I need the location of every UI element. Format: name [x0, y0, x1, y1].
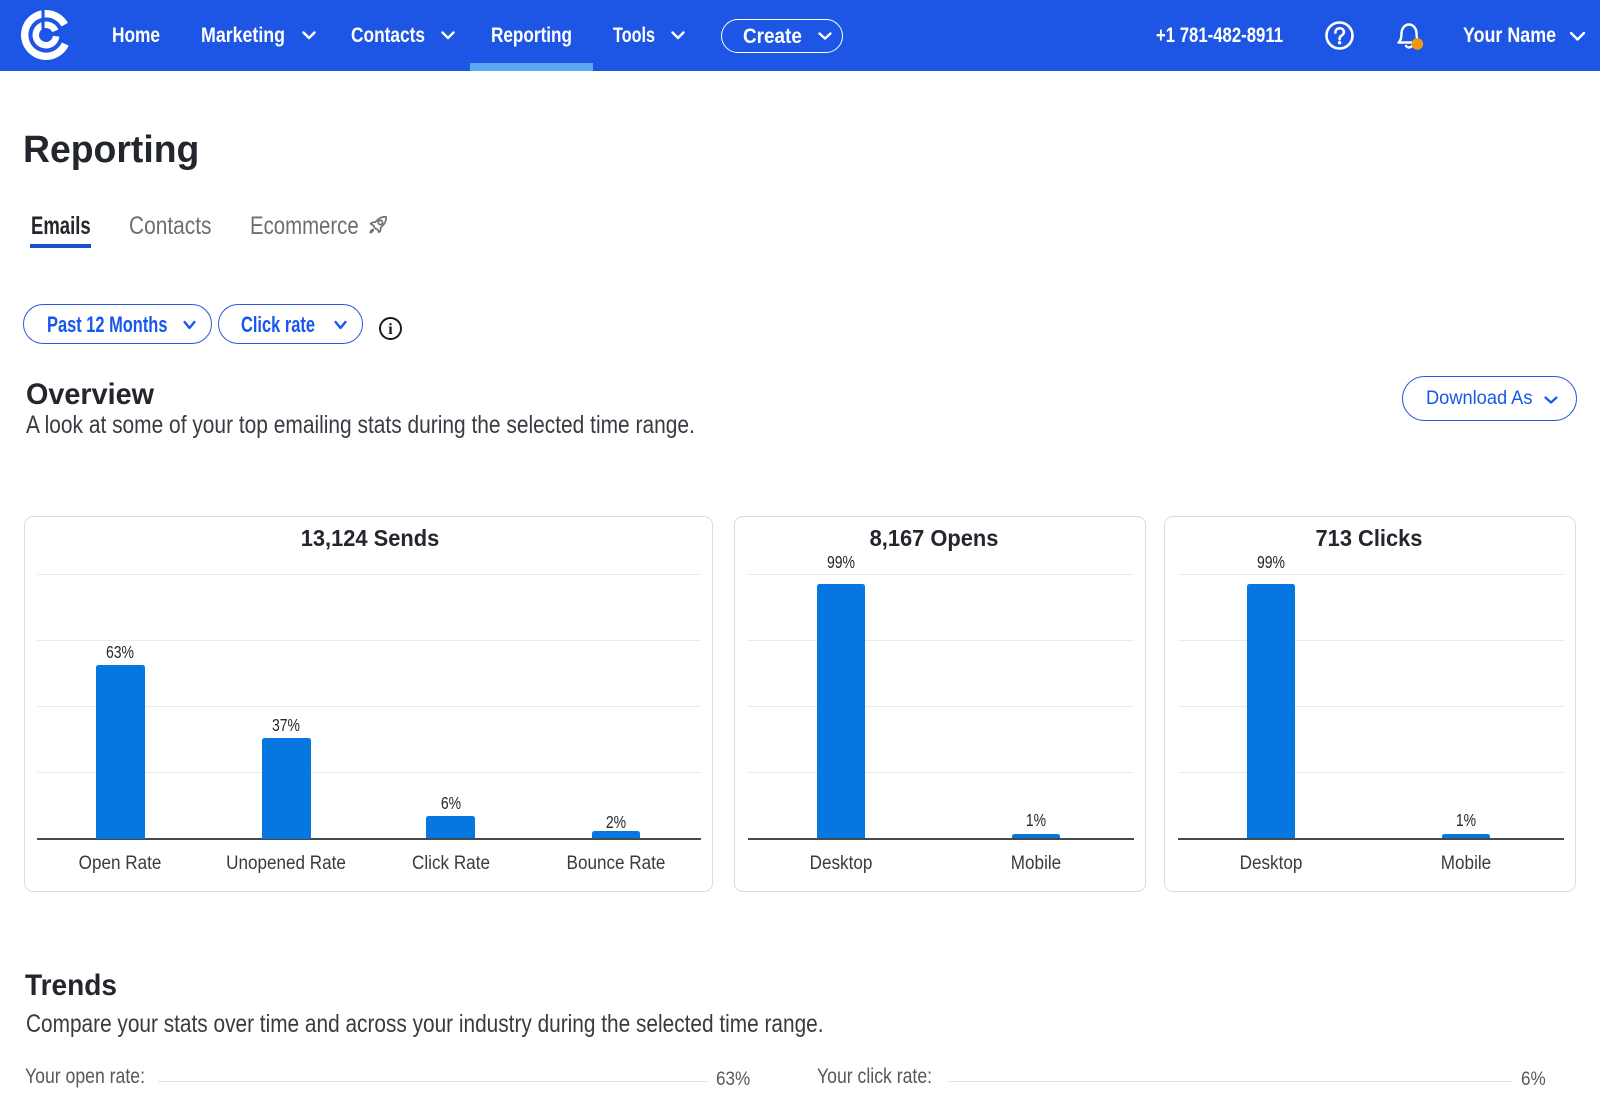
- svg-text:i: i: [388, 321, 393, 338]
